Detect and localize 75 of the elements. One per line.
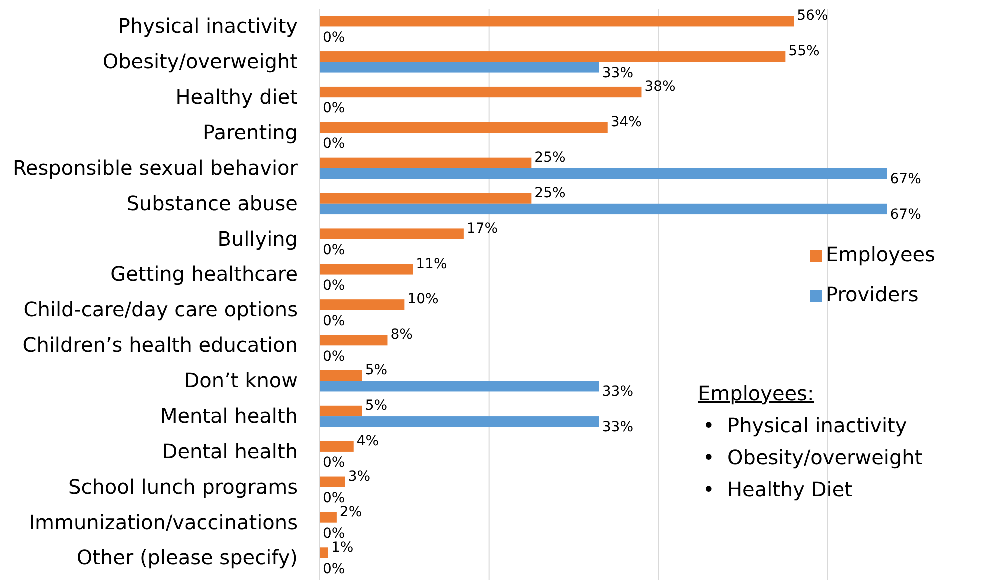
- data-label: 25%: [534, 185, 566, 202]
- data-label: 25%: [534, 150, 566, 166]
- data-label: 2%: [340, 504, 362, 520]
- y-tick-label: School lunch programs: [68, 474, 298, 499]
- y-tick-label: Parenting: [203, 120, 298, 144]
- data-label: 56%: [797, 8, 828, 24]
- bar: [320, 512, 337, 523]
- bar: [320, 168, 888, 180]
- data-label: 0%: [323, 242, 346, 258]
- bar: [320, 370, 362, 382]
- data-label: 0%: [323, 526, 346, 542]
- y-tick-label: Child-care/day care options: [24, 298, 298, 322]
- data-label: 10%: [408, 292, 439, 308]
- bar: [320, 335, 388, 346]
- bar: [320, 204, 888, 215]
- bar: [320, 62, 600, 73]
- bar: [320, 86, 642, 98]
- bar: [320, 548, 328, 558]
- data-label: 11%: [416, 256, 448, 272]
- bar: [320, 300, 405, 310]
- bar: [320, 441, 354, 452]
- bar: [320, 193, 532, 204]
- data-label: 5%: [365, 398, 388, 414]
- annotation: • Healthy Diet: [703, 477, 853, 502]
- annotation: • Physical inactivity: [703, 413, 908, 438]
- data-label: 67%: [890, 172, 922, 188]
- data-label: 0%: [323, 455, 346, 472]
- annotation: Employees:: [698, 381, 814, 406]
- y-tick-label: Physical inactivity: [118, 14, 298, 38]
- y-tick-label: Children’s health education: [22, 333, 298, 358]
- data-label: 0%: [323, 30, 346, 46]
- data-label: 0%: [323, 100, 346, 117]
- y-tick-label: Getting healthcare: [110, 262, 298, 286]
- bar: [320, 406, 362, 417]
- y-tick-label: Obesity/overweight: [102, 50, 298, 74]
- data-label: 0%: [323, 136, 346, 152]
- y-tick-label: Mental health: [160, 404, 298, 428]
- data-label: 33%: [602, 384, 634, 400]
- bar: [320, 381, 600, 392]
- bar: [320, 16, 794, 27]
- y-tick-label: Healthy diet: [176, 84, 298, 109]
- data-label: 0%: [323, 278, 346, 294]
- data-label: 0%: [323, 313, 346, 330]
- data-label: 8%: [390, 327, 413, 344]
- data-label: 33%: [602, 65, 634, 82]
- bar: [320, 158, 532, 168]
- bar: [320, 476, 346, 488]
- legend-label: Providers: [826, 282, 919, 306]
- data-label: 0%: [323, 561, 346, 578]
- data-label: 3%: [348, 468, 371, 485]
- data-label: 34%: [610, 114, 642, 131]
- bar: [320, 122, 608, 134]
- y-tick-label: Bullying: [218, 226, 298, 251]
- bar: [320, 416, 600, 428]
- bar: [320, 52, 786, 62]
- data-label: 55%: [788, 44, 820, 60]
- data-label: 1%: [331, 540, 354, 556]
- y-tick-label: Dental health: [162, 439, 298, 464]
- data-label: 38%: [644, 79, 676, 96]
- data-label: 4%: [356, 433, 380, 450]
- data-label: 17%: [466, 220, 498, 237]
- data-label: 0%: [323, 490, 346, 507]
- data-label: 67%: [890, 207, 922, 224]
- legend-label: Employees: [826, 242, 936, 266]
- data-label: 5%: [365, 362, 388, 379]
- y-tick-label: Other (please specify): [76, 546, 298, 570]
- bar: [320, 228, 464, 240]
- data-label: 33%: [602, 420, 634, 436]
- data-label: 0%: [323, 348, 346, 365]
- y-tick-label: Responsible sexual behavior: [12, 156, 299, 180]
- y-tick-label: Immunization/vaccinations: [29, 510, 298, 534]
- annotation: • Obesity/overweight: [703, 445, 923, 470]
- y-tick-label: Don’t know: [184, 368, 298, 392]
- y-tick-label: Substance abuse: [126, 191, 298, 216]
- bar: [320, 264, 414, 275]
